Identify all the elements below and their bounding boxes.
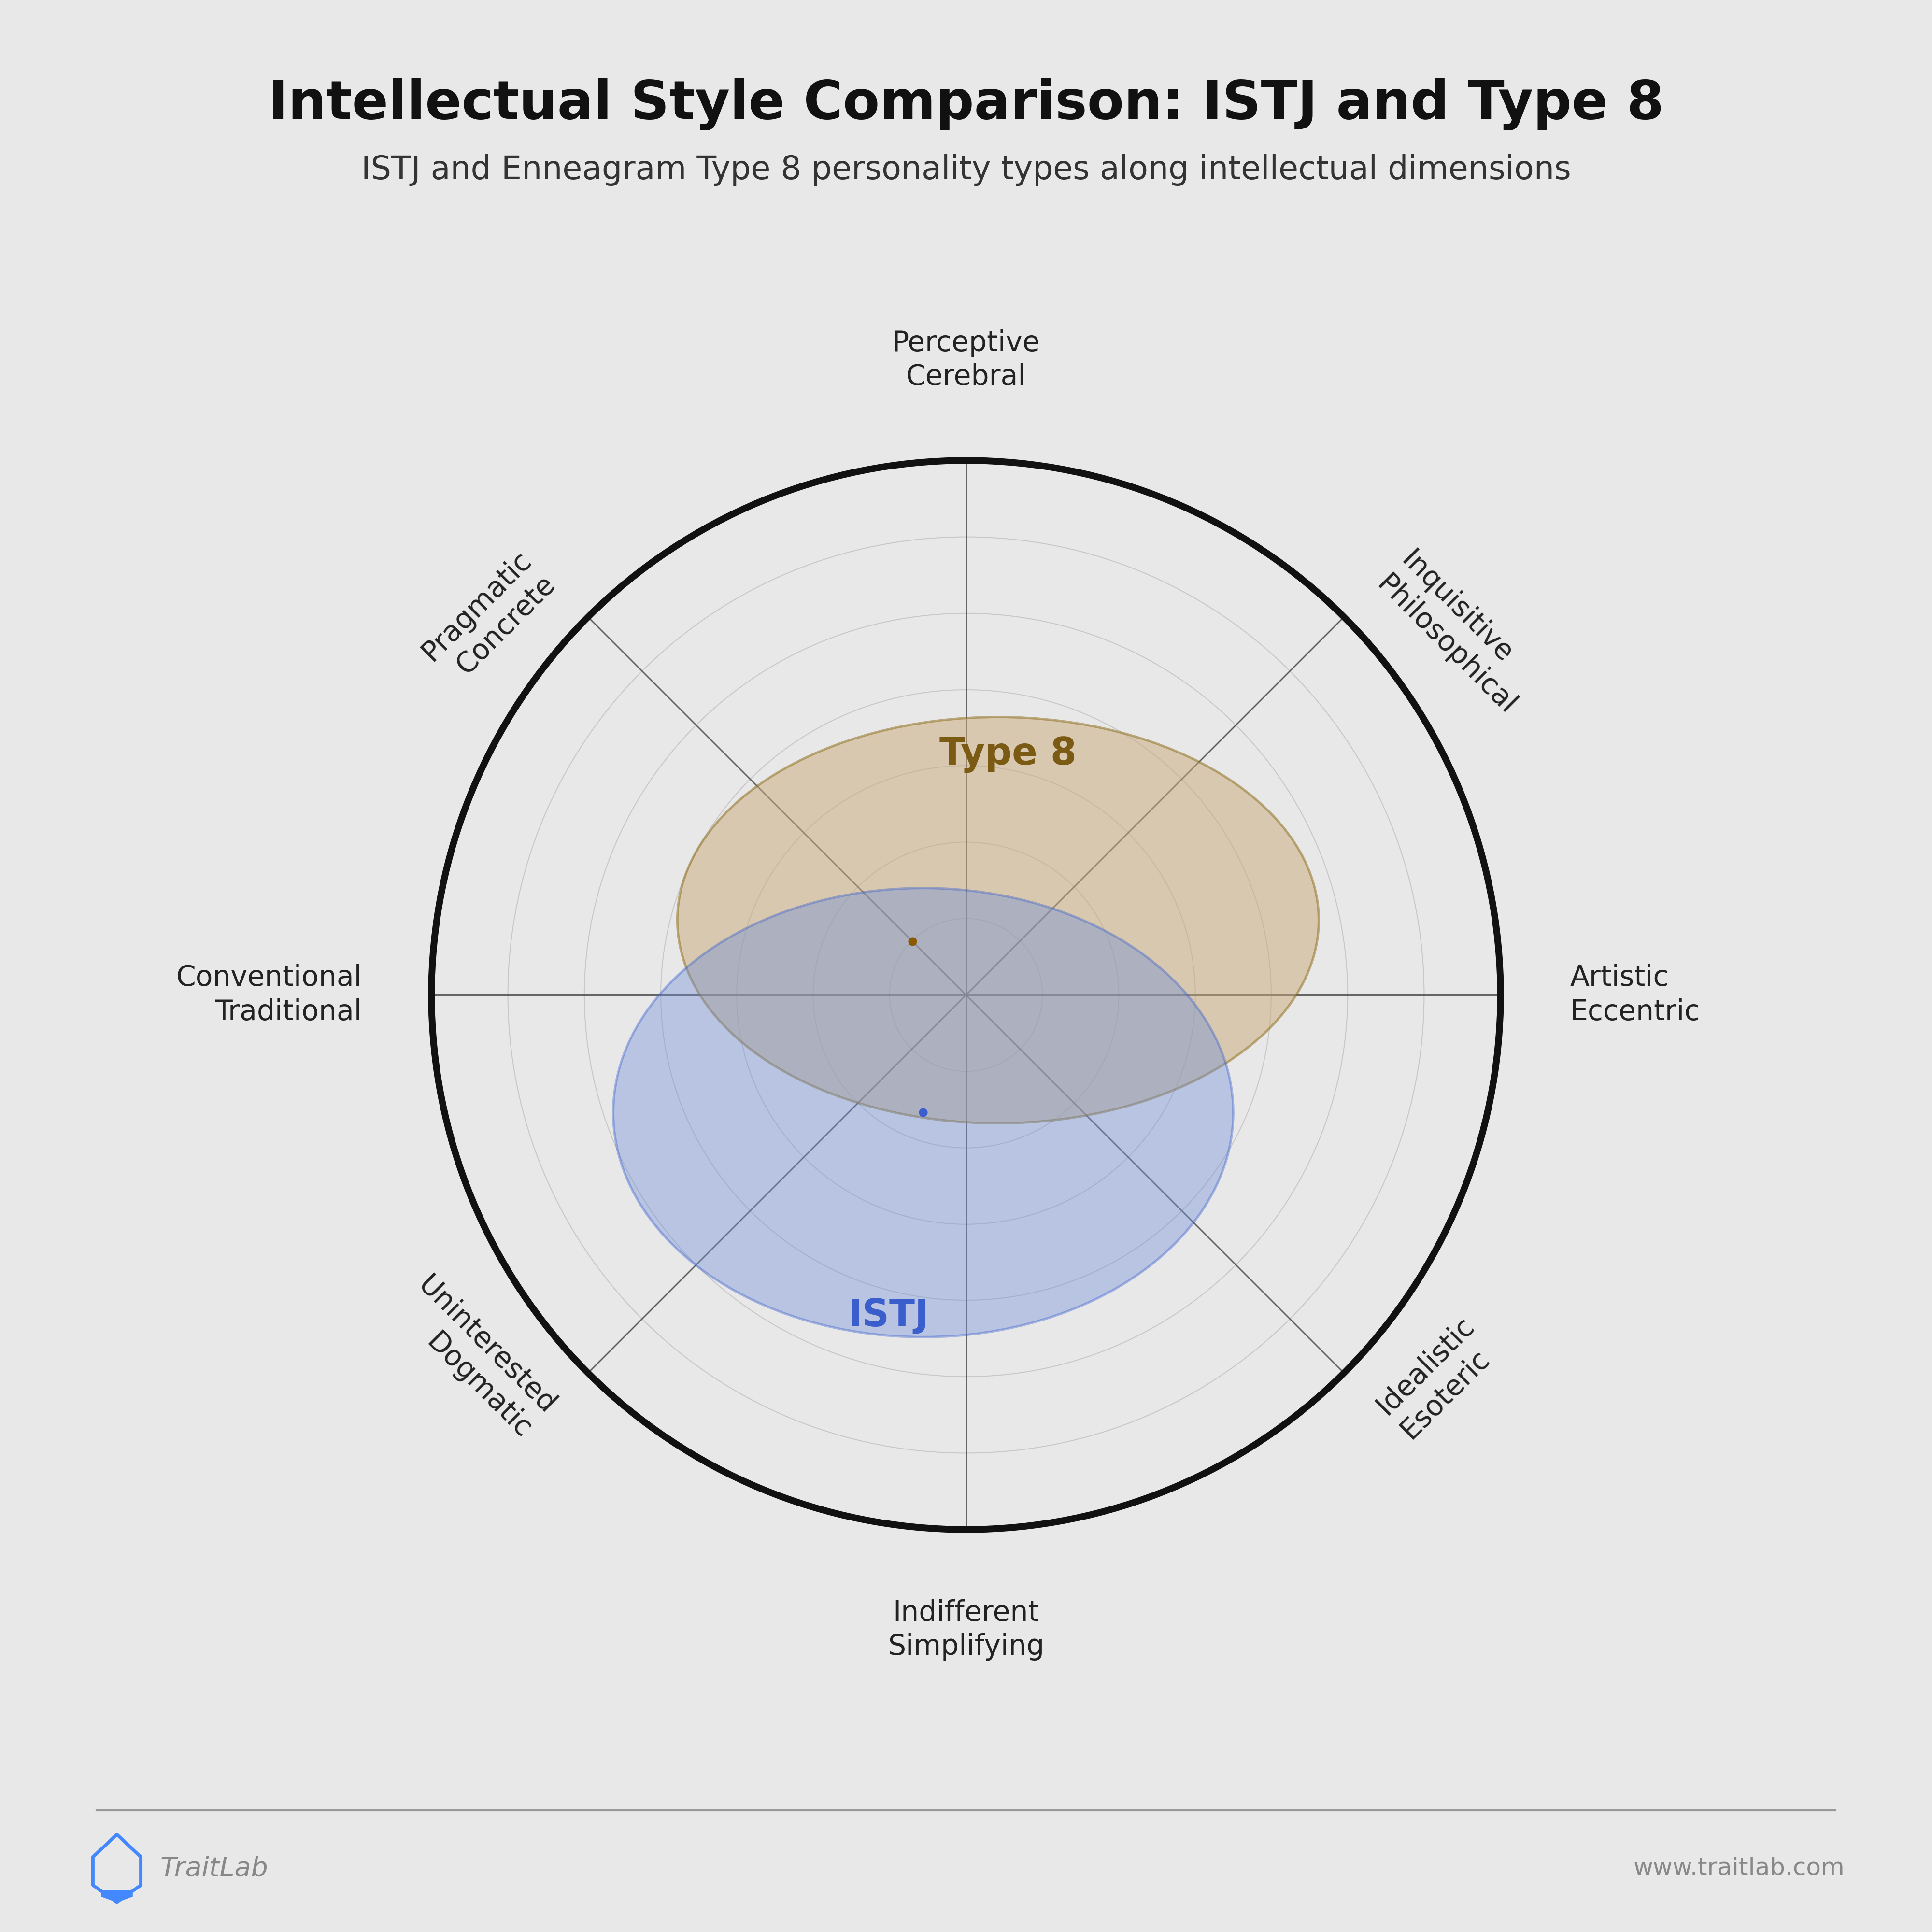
Text: Conventional
Traditional: Conventional Traditional	[176, 964, 361, 1026]
Text: Inquisitive
Philosophical: Inquisitive Philosophical	[1372, 547, 1546, 721]
Text: Perceptive
Cerebral: Perceptive Cerebral	[893, 328, 1039, 390]
Text: ISTJ and Enneagram Type 8 personality types along intellectual dimensions: ISTJ and Enneagram Type 8 personality ty…	[361, 155, 1571, 185]
Ellipse shape	[612, 889, 1233, 1337]
Text: Artistic
Eccentric: Artistic Eccentric	[1571, 964, 1700, 1026]
Text: Indifferent
Simplifying: Indifferent Simplifying	[887, 1600, 1045, 1662]
Text: Type 8: Type 8	[939, 736, 1076, 773]
Text: Intellectual Style Comparison: ISTJ and Type 8: Intellectual Style Comparison: ISTJ and …	[269, 77, 1663, 131]
Text: Uninterested
Dogmatic: Uninterested Dogmatic	[388, 1271, 560, 1443]
Text: ISTJ: ISTJ	[848, 1298, 929, 1333]
Text: www.traitlab.com: www.traitlab.com	[1634, 1857, 1845, 1880]
Polygon shape	[100, 1891, 133, 1901]
Text: Idealistic
Esoteric: Idealistic Esoteric	[1372, 1312, 1503, 1443]
Ellipse shape	[678, 717, 1320, 1122]
Text: TraitLab: TraitLab	[160, 1855, 269, 1882]
Text: Pragmatic
Concrete: Pragmatic Concrete	[417, 547, 560, 690]
